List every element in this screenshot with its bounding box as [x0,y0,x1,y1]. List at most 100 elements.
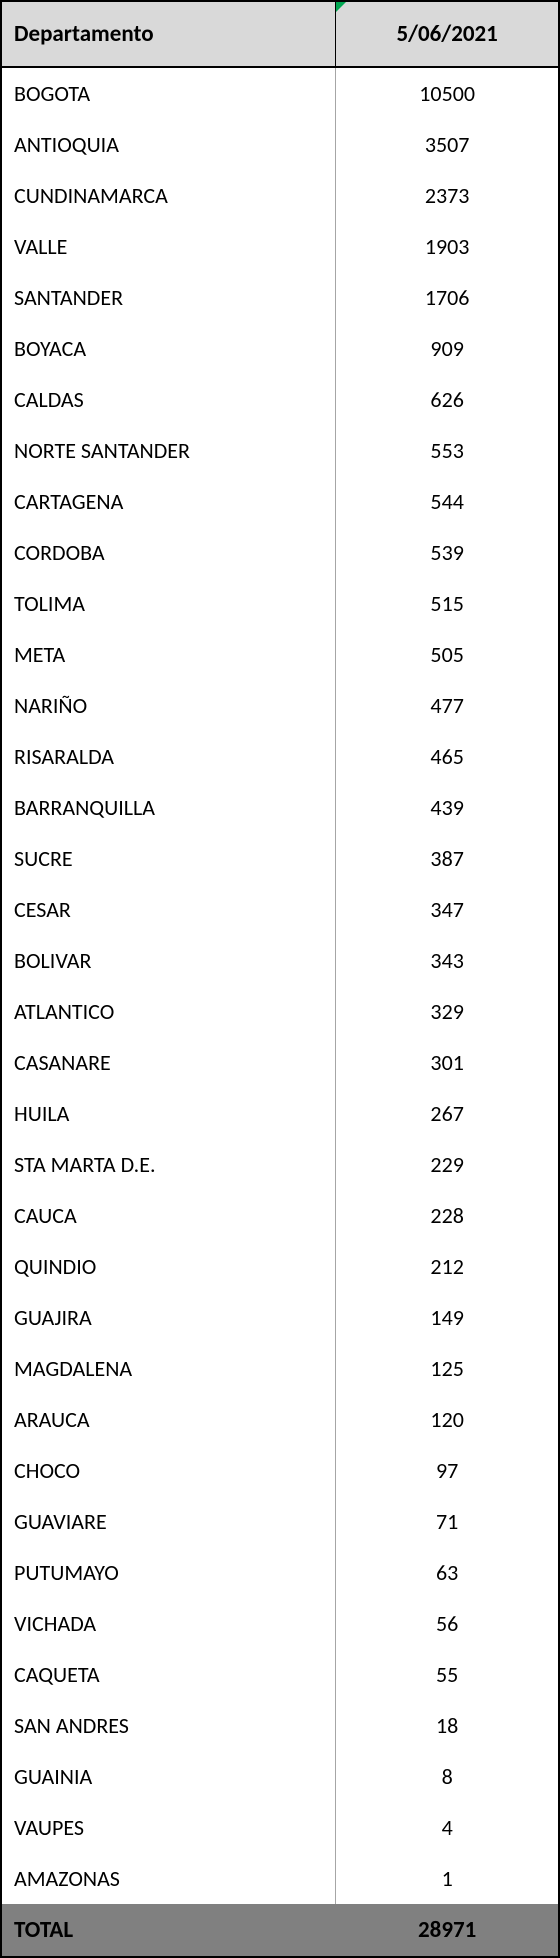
table-row: ATLANTICO329 [1,986,559,1037]
table-row: CAUCA228 [1,1190,559,1241]
cell-dept: SAN ANDRES [1,1700,336,1751]
cell-dept: BARRANQUILLA [1,782,336,833]
header-departamento: Departamento [1,1,336,67]
cell-dept: GUAVIARE [1,1496,336,1547]
cell-dept: CAUCA [1,1190,336,1241]
cell-value: 149 [336,1292,559,1343]
cell-dept: AMAZONAS [1,1853,336,1904]
table-row: CESAR347 [1,884,559,935]
cell-dept: GUAINIA [1,1751,336,1802]
table-row: SAN ANDRES18 [1,1700,559,1751]
table-row: STA MARTA D.E.229 [1,1139,559,1190]
cell-dept: BOYACA [1,323,336,374]
cell-value: 347 [336,884,559,935]
cell-value: 505 [336,629,559,680]
cell-dept: BOLIVAR [1,935,336,986]
cell-value: 343 [336,935,559,986]
cell-dept: PUTUMAYO [1,1547,336,1598]
cell-dept: ATLANTICO [1,986,336,1037]
table-row: GUAJIRA149 [1,1292,559,1343]
cell-value: 539 [336,527,559,578]
table-row: MAGDALENA125 [1,1343,559,1394]
cell-value: 8 [336,1751,559,1802]
table-row: CASANARE301 [1,1037,559,1088]
table-row: TOLIMA515 [1,578,559,629]
cell-value: 71 [336,1496,559,1547]
cell-value: 553 [336,425,559,476]
cell-dept: SUCRE [1,833,336,884]
cell-value: 439 [336,782,559,833]
cell-value: 909 [336,323,559,374]
cell-dept: ARAUCA [1,1394,336,1445]
header-row: Departamento 5/06/2021 [1,1,559,67]
cell-value: 63 [336,1547,559,1598]
table-row: HUILA267 [1,1088,559,1139]
cell-dept: MAGDALENA [1,1343,336,1394]
table-row: NORTE SANTANDER553 [1,425,559,476]
cell-dept: VICHADA [1,1598,336,1649]
total-label: TOTAL [1,1904,336,1957]
table-row: VAUPES4 [1,1802,559,1853]
table-row: AMAZONAS1 [1,1853,559,1904]
cell-value: 4 [336,1802,559,1853]
table-row: VICHADA56 [1,1598,559,1649]
cell-dept: GUAJIRA [1,1292,336,1343]
cell-dept: TOLIMA [1,578,336,629]
cell-dept: CORDOBA [1,527,336,578]
cell-value: 329 [336,986,559,1037]
table-row: NARIÑO477 [1,680,559,731]
cell-value: 125 [336,1343,559,1394]
table-row: GUAINIA8 [1,1751,559,1802]
cell-value: 229 [336,1139,559,1190]
cell-dept: NORTE SANTANDER [1,425,336,476]
cell-value: 212 [336,1241,559,1292]
table-row: META505 [1,629,559,680]
header-date: 5/06/2021 [336,1,559,67]
cell-value: 56 [336,1598,559,1649]
table-row: BOYACA909 [1,323,559,374]
cell-dept: CUNDINAMARCA [1,170,336,221]
table-row: QUINDIO212 [1,1241,559,1292]
cell-value: 228 [336,1190,559,1241]
cell-value: 1903 [336,221,559,272]
cell-value: 55 [336,1649,559,1700]
cell-value: 626 [336,374,559,425]
table-row: ARAUCA120 [1,1394,559,1445]
cell-dept: CAQUETA [1,1649,336,1700]
table-row: RISARALDA465 [1,731,559,782]
cell-dept: CESAR [1,884,336,935]
cell-value: 1706 [336,272,559,323]
cell-dept: RISARALDA [1,731,336,782]
cell-value: 477 [336,680,559,731]
cell-value: 387 [336,833,559,884]
table-row: PUTUMAYO63 [1,1547,559,1598]
cell-dept: BOGOTA [1,67,336,119]
table-row: CHOCO97 [1,1445,559,1496]
cell-value: 18 [336,1700,559,1751]
cell-dept: VAUPES [1,1802,336,1853]
table-row: CARTAGENA544 [1,476,559,527]
table-row: CORDOBA539 [1,527,559,578]
cell-value: 544 [336,476,559,527]
cell-dept: NARIÑO [1,680,336,731]
excel-error-marker-icon [336,2,346,12]
table-row: SANTANDER1706 [1,272,559,323]
total-value: 28971 [336,1904,559,1957]
cell-dept: SANTANDER [1,272,336,323]
table-row: VALLE1903 [1,221,559,272]
table-row: BOLIVAR343 [1,935,559,986]
total-row: TOTAL 28971 [1,1904,559,1957]
table-row: BOGOTA10500 [1,67,559,119]
header-dept-label: Departamento [14,20,154,48]
cell-dept: VALLE [1,221,336,272]
header-date-label: 5/06/2021 [396,20,497,48]
table-row: GUAVIARE71 [1,1496,559,1547]
table-row: CALDAS626 [1,374,559,425]
cell-dept: CALDAS [1,374,336,425]
cell-value: 465 [336,731,559,782]
table-row: CUNDINAMARCA2373 [1,170,559,221]
cell-value: 120 [336,1394,559,1445]
cell-value: 515 [336,578,559,629]
cell-dept: CASANARE [1,1037,336,1088]
cell-value: 1 [336,1853,559,1904]
